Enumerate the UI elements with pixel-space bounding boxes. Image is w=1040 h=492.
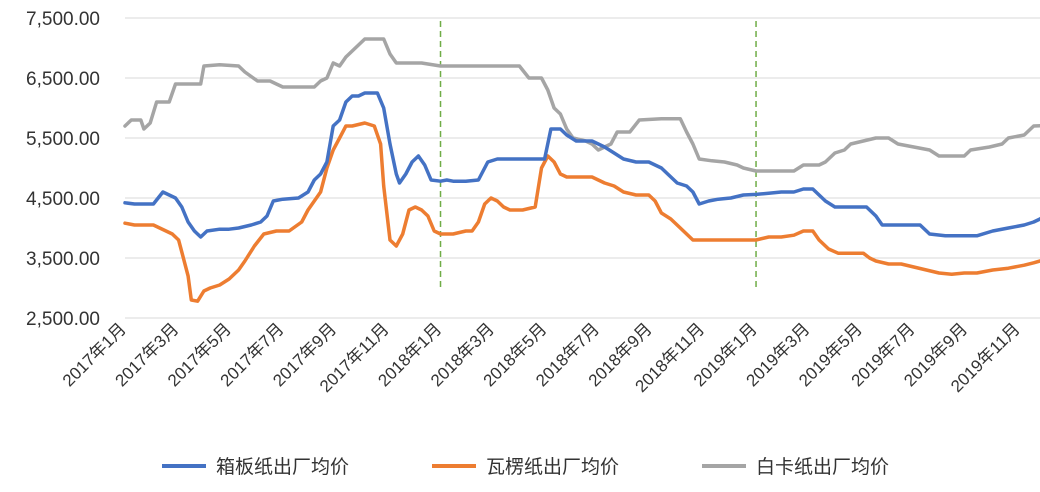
series-line-1 (123, 91, 1040, 239)
y-tick-label: 5,500.00 (26, 129, 100, 150)
y-tick-label: 6,500.00 (26, 69, 100, 90)
y-tick-label: 3,500.00 (26, 249, 100, 270)
legend-label: 瓦楞纸出厂均价 (486, 456, 619, 478)
legend-item: 箱板纸出厂均价 (162, 456, 349, 478)
series-line-2 (123, 121, 1040, 303)
y-tick-label: 7,500.00 (26, 9, 100, 30)
legend-label: 白卡纸出厂均价 (756, 456, 889, 478)
y-tick-label: 2,500.00 (26, 309, 100, 330)
y-tick-label: 4,500.00 (26, 189, 100, 210)
legend: 箱板纸出厂均价 瓦楞纸出厂均价 白卡纸出厂均价 (162, 456, 889, 478)
legend-label: 箱板纸出厂均价 (216, 456, 349, 478)
legend-item: 瓦楞纸出厂均价 (432, 456, 619, 478)
x-axis-ticks: 2017年1月2017年3月2017年5月2017年7月2017年9月2017年… (59, 319, 1024, 396)
series-line-3 (123, 37, 1040, 173)
legend-item: 白卡纸出厂均价 (702, 456, 889, 478)
gridlines (125, 17, 1040, 319)
y-axis-ticks: 7,500.00 6,500.00 5,500.00 4,500.00 3,500.00… (26, 9, 100, 330)
series-lines (123, 37, 1040, 303)
reference-lines (439, 21, 757, 288)
